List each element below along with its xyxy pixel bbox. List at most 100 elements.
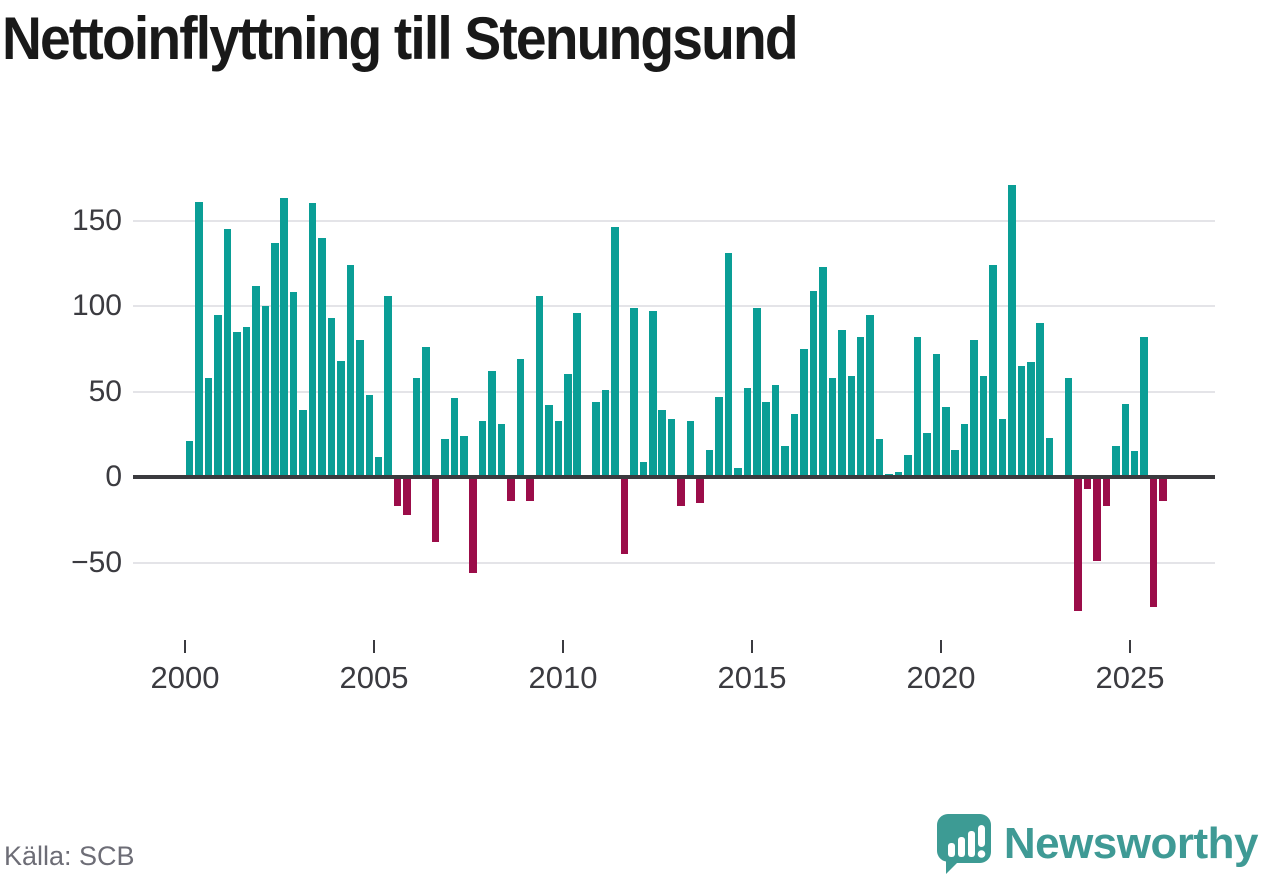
bar-2016-q3 — [809, 290, 818, 477]
bar-2013-q4 — [705, 449, 714, 477]
bar-2002-q1 — [261, 306, 269, 477]
bar-2011-q3 — [620, 479, 629, 555]
bar-2012-q3 — [658, 410, 666, 477]
bar-2025-q4 — [1159, 479, 1167, 502]
bar-2003-q1 — [299, 410, 307, 477]
bar-2013-q2 — [686, 420, 695, 477]
bar-2025-q2 — [1140, 336, 1148, 477]
bar-2023-q4 — [1083, 479, 1092, 490]
bar-2000-q2 — [195, 201, 203, 477]
bar-2016-q1 — [790, 413, 799, 477]
bar-2012-q2 — [649, 311, 657, 477]
gridline-50 — [133, 390, 1215, 393]
bar-2017-q1 — [828, 377, 836, 477]
bar-2006-q1 — [412, 377, 421, 477]
bar-2004-q1 — [337, 360, 345, 477]
bar-2013-q3 — [696, 479, 704, 503]
y-tick-label-150: 150 — [71, 203, 122, 237]
bar-2005-q3 — [393, 479, 402, 507]
bar-2020-q4 — [970, 340, 978, 477]
bar-2022-q4 — [1045, 437, 1054, 477]
bar-2016-q2 — [800, 348, 808, 478]
bar-2013-q1 — [677, 479, 685, 507]
bar-2021-q2 — [989, 265, 997, 477]
bar-2019-q3 — [923, 432, 931, 477]
bar-2022-q3 — [1036, 323, 1044, 477]
bar-2002-q2 — [271, 242, 279, 477]
bar-2010-q4 — [592, 401, 600, 477]
x-tick-label-2010: 2010 — [528, 660, 598, 695]
bar-2017-q4 — [856, 336, 865, 477]
bar-2004-q2 — [346, 265, 355, 477]
gridline-150 — [133, 219, 1215, 222]
bar-2016-q4 — [819, 266, 827, 477]
bar-2008-q2 — [497, 424, 506, 477]
bar-2018-q1 — [866, 314, 874, 477]
bar-2010-q2 — [573, 312, 581, 477]
bar-2002-q4 — [289, 292, 298, 477]
bar-2007-q4 — [478, 420, 487, 477]
bar-2020-q3 — [960, 424, 969, 477]
bar-2014-q3 — [734, 468, 742, 477]
bar-2010-q1 — [564, 374, 572, 477]
gridline-100 — [133, 305, 1215, 307]
bar-2017-q2 — [838, 329, 846, 477]
bar-2023-q3 — [1074, 479, 1082, 611]
bar-2001-q4 — [252, 285, 260, 477]
bar-2003-q3 — [318, 237, 326, 477]
bar-2025-q1 — [1130, 451, 1139, 477]
x-tick-label-2005: 2005 — [339, 660, 409, 695]
bar-2011-q4 — [630, 307, 638, 477]
bar-2015-q2 — [762, 401, 770, 477]
bar-2007-q3 — [469, 479, 477, 573]
bar-2000-q4 — [214, 314, 222, 477]
x-tick-label-2025: 2025 — [1095, 660, 1165, 695]
x-tick-mark-2015 — [751, 640, 753, 653]
bar-2021-q3 — [998, 418, 1007, 477]
chart-title: Nettoinflyttning till Stenungsund — [2, 5, 799, 72]
bar-2021-q1 — [979, 376, 988, 477]
x-tick-label-2000: 2000 — [150, 660, 220, 695]
y-tick-label-0: 0 — [105, 460, 122, 493]
gridline-−50 — [133, 561, 1215, 564]
bar-2014-q2 — [724, 253, 733, 477]
bar-2002-q3 — [280, 198, 288, 477]
x-tick-mark-2010 — [562, 640, 564, 653]
bar-2007-q1 — [450, 398, 458, 477]
bar-2001-q3 — [242, 326, 251, 477]
bar-2014-q1 — [715, 396, 723, 477]
bar-2019-q4 — [932, 353, 940, 477]
bar-2006-q2 — [422, 347, 430, 477]
bar-2011-q2 — [611, 227, 619, 477]
bar-2025-q3 — [1149, 479, 1158, 608]
bar-2018-q4 — [894, 471, 903, 477]
bar-2012-q4 — [667, 418, 676, 477]
bar-2019-q2 — [913, 336, 922, 477]
bar-2003-q2 — [308, 203, 317, 477]
bar-2009-q4 — [554, 420, 562, 477]
bar-2018-q2 — [875, 439, 884, 477]
bar-2007-q2 — [460, 436, 468, 477]
bar-2001-q2 — [233, 331, 241, 477]
bar-2009-q3 — [545, 405, 553, 477]
bar-2011-q1 — [601, 389, 610, 477]
x-tick-mark-2005 — [373, 640, 375, 653]
bar-2004-q4 — [365, 394, 373, 477]
y-tick-label-50: 50 — [88, 374, 122, 408]
bar-2006-q3 — [431, 479, 440, 543]
y-tick-label--50: −50 — [71, 545, 122, 579]
x-tick-label-2015: 2015 — [717, 660, 787, 695]
bar-2003-q4 — [327, 318, 336, 477]
x-tick-mark-2020 — [940, 640, 942, 653]
bar-2000-q3 — [204, 377, 213, 477]
bar-2023-q2 — [1064, 377, 1073, 477]
zero-axis-line — [133, 475, 1215, 479]
y-tick-label-100: 100 — [71, 289, 122, 322]
bar-2015-q1 — [753, 307, 761, 477]
x-tick-mark-2000 — [184, 640, 186, 653]
bar-2024-q1 — [1093, 479, 1101, 562]
bar-2008-q4 — [516, 359, 525, 477]
bar-2022-q2 — [1027, 362, 1035, 477]
